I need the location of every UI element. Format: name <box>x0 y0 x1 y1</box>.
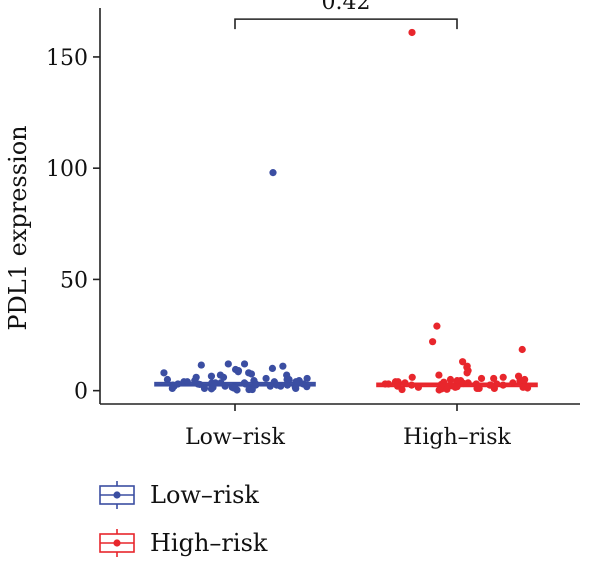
x-tick-label: Low–risk <box>185 425 286 450</box>
data-point <box>163 375 172 384</box>
data-point <box>490 384 498 393</box>
y-tick-label: 50 <box>60 268 88 293</box>
data-point <box>268 364 277 373</box>
data-point <box>435 371 443 379</box>
data-point <box>283 375 291 384</box>
bracket-line <box>234 18 458 30</box>
legend-key-icon <box>99 529 135 557</box>
y-ticks: 0 50 100 150 <box>46 46 100 405</box>
data-point <box>269 169 277 177</box>
data-point <box>443 385 451 393</box>
data-point <box>292 384 300 393</box>
data-points <box>160 28 532 394</box>
data-point <box>241 380 249 388</box>
data-point <box>477 374 486 383</box>
data-point <box>384 380 393 388</box>
data-point <box>262 374 270 383</box>
data-point <box>197 361 205 369</box>
legend-key-icon <box>99 481 135 509</box>
data-point <box>207 372 216 380</box>
data-point <box>398 385 406 394</box>
data-point <box>490 374 498 383</box>
data-point <box>283 381 291 389</box>
data-point <box>518 345 526 354</box>
p-value-bracket: 0.42 <box>234 0 458 30</box>
data-point <box>224 360 232 368</box>
data-point <box>473 384 481 393</box>
data-point <box>414 383 423 391</box>
legend-label: High–risk <box>150 529 268 557</box>
data-point <box>446 375 455 384</box>
data-point <box>279 362 287 370</box>
y-tick-label: 0 <box>74 380 88 405</box>
data-point <box>219 373 228 381</box>
data-point <box>160 369 168 377</box>
data-point <box>221 382 229 390</box>
data-point <box>292 378 300 386</box>
y-axis-title: PDL1 expression <box>4 125 32 330</box>
data-point <box>401 379 409 387</box>
p-value-label: 0.42 <box>322 0 371 15</box>
legend-label: Low–risk <box>150 481 259 509</box>
data-point <box>277 382 285 390</box>
x-ticks: Low–risk High–risk <box>185 404 511 450</box>
data-point <box>463 369 471 377</box>
data-point <box>207 385 216 393</box>
data-point <box>240 360 249 368</box>
data-point <box>200 384 209 393</box>
data-point <box>233 386 241 394</box>
data-point <box>408 28 416 37</box>
data-point <box>168 384 176 393</box>
data-point <box>499 373 507 381</box>
data-point <box>433 322 441 330</box>
data-point <box>408 373 416 381</box>
data-point <box>435 386 443 394</box>
data-point <box>499 381 507 389</box>
data-point <box>245 385 253 394</box>
legend-item: Low–risk <box>99 481 259 509</box>
data-point <box>183 378 191 386</box>
data-point <box>303 374 311 383</box>
data-point <box>266 382 274 390</box>
data-point <box>234 368 242 376</box>
data-point <box>303 383 311 391</box>
data-point <box>247 370 256 378</box>
data-point <box>408 381 416 389</box>
data-point <box>196 380 204 389</box>
data-point <box>459 358 467 366</box>
data-point <box>516 377 524 385</box>
data-point <box>460 379 468 388</box>
data-point <box>509 379 517 387</box>
y-tick-label: 150 <box>46 46 88 71</box>
data-point <box>429 338 437 346</box>
legend-item: High–risk <box>99 529 268 557</box>
y-tick-label: 100 <box>46 157 88 182</box>
legend: Low–risk High–risk <box>99 481 268 557</box>
data-point <box>451 383 459 391</box>
x-tick-label: High–risk <box>403 425 511 450</box>
data-point <box>523 384 532 392</box>
